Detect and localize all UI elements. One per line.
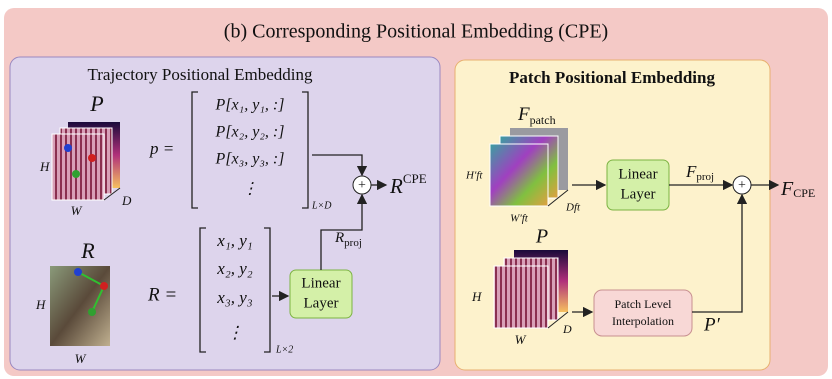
label: H — [39, 159, 50, 174]
heatmap-stack — [494, 250, 568, 328]
box-label: Linear — [618, 166, 657, 182]
label: H — [471, 289, 482, 304]
label: P — [89, 91, 103, 116]
matrix-row: P[x₂, y₂, :] — [215, 124, 285, 141]
label: W — [71, 203, 83, 218]
label: R — [80, 238, 95, 263]
label: D — [121, 193, 132, 208]
title: (b) Corresponding Positional Embedding (… — [224, 21, 608, 43]
heatmap-stack — [52, 122, 120, 200]
label: H — [35, 297, 46, 312]
plus: + — [738, 178, 746, 193]
plus: + — [358, 178, 366, 193]
box-label: Linear — [301, 275, 340, 291]
panel-title: Patch Positional Embedding — [509, 68, 715, 87]
matrix-row: P[x₁, y₁, :] — [215, 97, 285, 114]
panel-title: Trajectory Positional Embedding — [87, 65, 313, 84]
matrix-row: ⋮ — [242, 181, 258, 198]
box-label: Layer — [304, 295, 339, 311]
label: W′ft — [510, 213, 529, 225]
label: Dft — [565, 202, 581, 214]
label: W — [515, 332, 527, 347]
box-label: Patch Level — [615, 297, 673, 311]
photo — [50, 266, 110, 346]
box-label: Layer — [621, 186, 656, 202]
matrix-row: x₂, y₂ — [216, 259, 253, 278]
label: R = — [147, 284, 177, 305]
matrix-row: x₃, y₃ — [216, 288, 253, 307]
feature-stack — [490, 128, 568, 206]
label: P′ — [703, 314, 721, 335]
diagram: (b) Corresponding Positional Embedding (… — [0, 0, 832, 379]
matrix-row: ⋮ — [227, 323, 244, 342]
label: L×D — [311, 200, 332, 211]
box-label: Interpolation — [612, 314, 674, 328]
label: p = — [149, 139, 174, 158]
label: W — [75, 351, 87, 366]
label: L×2 — [275, 344, 293, 355]
matrix-row: x₁, y₁ — [216, 231, 252, 250]
label: D — [562, 322, 572, 336]
label: H′ft — [465, 170, 483, 182]
matrix-row: P[x₃, y₃, :] — [215, 151, 285, 168]
label: P — [535, 226, 548, 248]
